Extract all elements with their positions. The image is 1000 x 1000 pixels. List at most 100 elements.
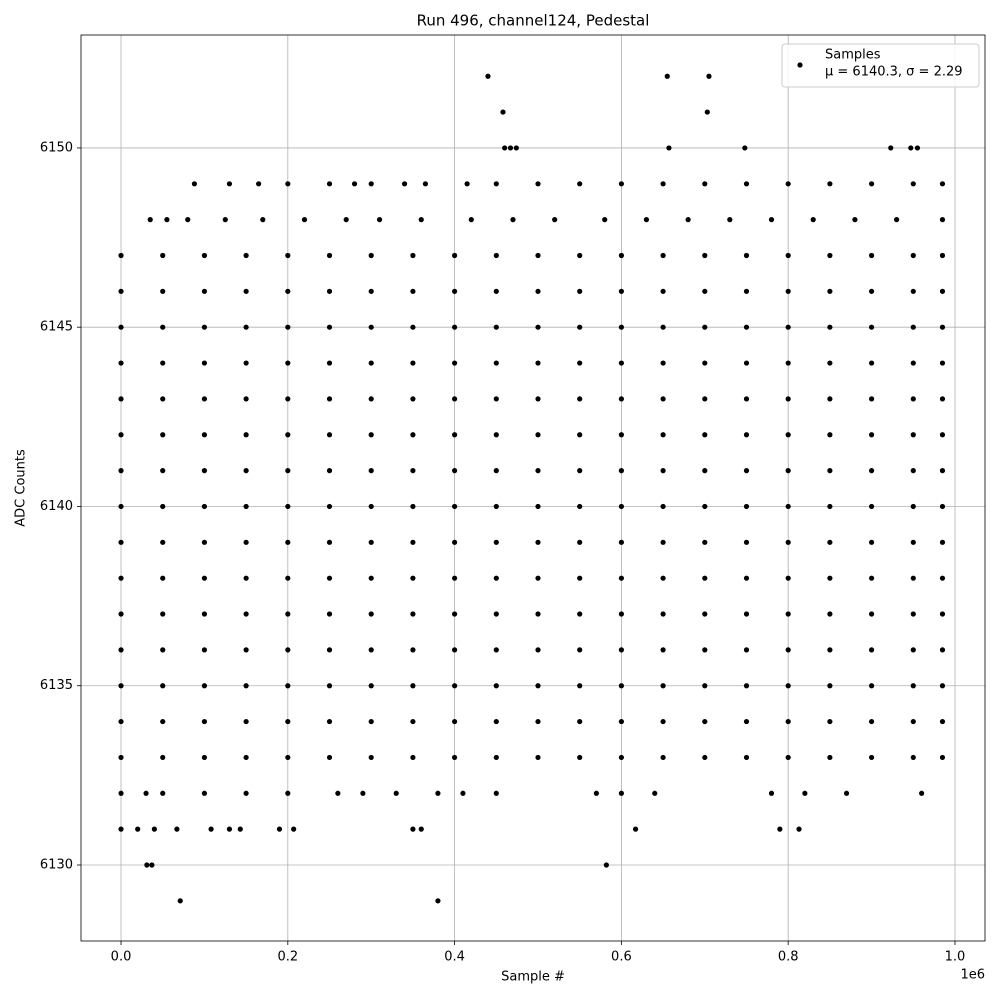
point: [435, 790, 441, 796]
point: [243, 503, 249, 510]
point: [201, 647, 208, 653]
point: [743, 432, 750, 438]
point: [201, 754, 208, 761]
point: [618, 754, 624, 761]
point: [243, 288, 249, 294]
point: [743, 539, 750, 545]
point: [660, 468, 666, 474]
y-tick-label: 6145: [40, 320, 73, 335]
point: [702, 432, 708, 438]
point: [160, 683, 166, 689]
point: [535, 396, 541, 402]
point: [285, 790, 291, 796]
point: [410, 826, 416, 832]
point: [243, 468, 249, 474]
y-tick-label: 6135: [40, 678, 73, 693]
point: [243, 360, 249, 366]
point: [702, 360, 708, 366]
point: [143, 790, 149, 796]
point: [368, 288, 374, 294]
point: [768, 217, 775, 223]
point: [652, 790, 658, 796]
point: [144, 862, 150, 868]
point: [493, 432, 499, 438]
point: [535, 324, 541, 330]
point: [160, 754, 166, 761]
point: [535, 432, 541, 438]
point: [326, 683, 333, 689]
point: [368, 360, 374, 366]
point: [326, 611, 333, 617]
point: [276, 826, 283, 832]
point: [452, 252, 458, 259]
point: [243, 683, 249, 689]
point: [493, 647, 499, 653]
point: [910, 396, 916, 402]
point: [939, 611, 946, 617]
point: [185, 217, 191, 223]
point: [452, 611, 458, 617]
point: [160, 718, 166, 725]
point: [910, 181, 916, 187]
point: [827, 324, 833, 330]
plot-frame: [80, 34, 986, 942]
point: [827, 718, 833, 725]
point: [702, 503, 708, 510]
point: [802, 790, 808, 796]
point: [191, 181, 198, 187]
point: [660, 288, 666, 294]
point: [243, 575, 249, 581]
point: [939, 468, 946, 474]
point: [577, 683, 583, 689]
x-tick-label: 1.0: [945, 950, 966, 965]
point: [827, 683, 833, 689]
legend-label: Samples: [825, 48, 881, 63]
point: [577, 718, 583, 725]
point: [535, 360, 541, 366]
point: [243, 647, 249, 653]
point: [577, 539, 583, 545]
point: [702, 288, 708, 294]
point: [702, 324, 708, 330]
point: [285, 288, 291, 294]
point: [118, 468, 124, 474]
point: [493, 683, 499, 689]
point: [222, 217, 228, 223]
point: [285, 432, 291, 438]
point: [827, 611, 833, 617]
point: [910, 360, 916, 366]
point: [118, 360, 124, 366]
point: [602, 217, 608, 223]
point: [160, 252, 166, 259]
point: [702, 754, 708, 761]
point: [618, 718, 624, 725]
point: [743, 754, 750, 761]
point: [464, 181, 470, 187]
point: [164, 217, 170, 223]
point: [618, 360, 624, 366]
point: [660, 360, 666, 366]
point: [160, 396, 166, 402]
point: [827, 647, 833, 653]
point: [368, 503, 374, 510]
point: [493, 288, 499, 294]
point: [160, 288, 166, 294]
point: [660, 324, 666, 330]
point: [335, 790, 341, 796]
point: [201, 288, 208, 294]
y-tick-label: 6140: [40, 499, 73, 514]
point: [452, 360, 458, 366]
point: [618, 683, 624, 689]
point: [118, 575, 124, 581]
point: [118, 252, 124, 259]
point: [706, 73, 712, 79]
point: [410, 288, 416, 294]
point: [666, 145, 672, 151]
point: [285, 396, 291, 402]
point: [939, 252, 946, 259]
point: [827, 396, 833, 402]
point: [939, 181, 946, 187]
point: [208, 826, 214, 832]
point: [285, 754, 291, 761]
point: [326, 288, 333, 294]
